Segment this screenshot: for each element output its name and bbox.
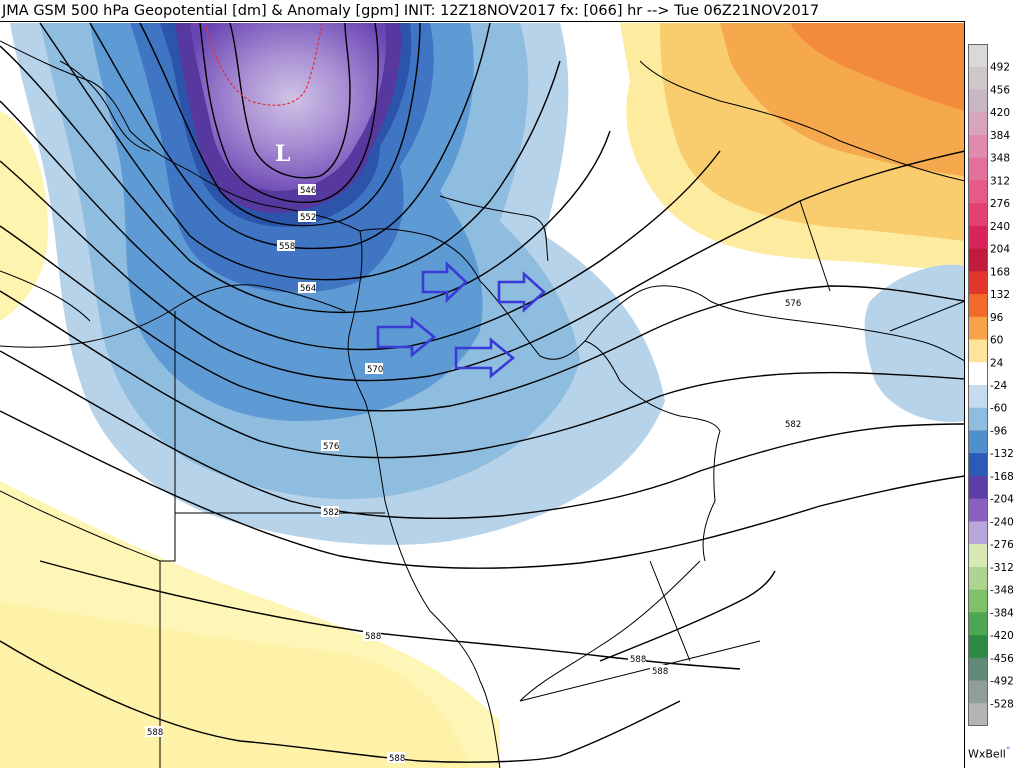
colorbar-swatch bbox=[968, 89, 988, 113]
colorbar-labels: 492 456 420 384 348 312 276 240 204 168 132 96 60 24 -… bbox=[990, 62, 1014, 711]
colorbar-tick-label: 168 bbox=[990, 266, 1010, 278]
colorbar-swatch bbox=[968, 385, 988, 409]
colorbar-tick-label: 132 bbox=[990, 289, 1010, 301]
wxbell-dot-icon: ° bbox=[1005, 746, 1011, 756]
colorbar-swatch bbox=[968, 134, 988, 159]
contour-label-576-east: 576 bbox=[785, 299, 801, 309]
colorbar-tick-label: -528 bbox=[990, 698, 1014, 710]
colorbar-tick-label: 456 bbox=[990, 84, 1010, 96]
colorbar-tick-label: 240 bbox=[990, 221, 1010, 233]
colorbar-tick-label: -456 bbox=[990, 653, 1014, 665]
flow-arrow-1 bbox=[421, 260, 468, 304]
colorbar-swatch bbox=[968, 544, 988, 568]
colorbar-swatch bbox=[968, 498, 988, 522]
negative-anomaly-shading bbox=[10, 23, 964, 545]
colorbar-tick-label: 384 bbox=[990, 130, 1010, 142]
flow-arrow-2 bbox=[497, 271, 546, 313]
colorbar-swatch bbox=[968, 294, 988, 318]
contour-label-552: 552 bbox=[300, 213, 316, 223]
contour-label-576: 576 bbox=[323, 442, 339, 452]
colorbar-swatch bbox=[968, 362, 988, 386]
colorbar-tick-label: 492 bbox=[990, 62, 1010, 74]
colorbar-swatch bbox=[968, 271, 988, 295]
colorbar-tick-label: 60 bbox=[990, 335, 1003, 347]
map-title: JMA GSM 500 hPa Geopotential [dm] & Anom… bbox=[2, 3, 820, 19]
colorbar-tick-label: 204 bbox=[990, 244, 1010, 256]
colorbar-tick-label: 420 bbox=[990, 107, 1010, 119]
colorbar-swatch bbox=[968, 453, 988, 477]
colorbar-swatch bbox=[968, 316, 988, 341]
contour-label-588-c: 588 bbox=[652, 667, 668, 677]
colorbar-tick-label: -60 bbox=[990, 403, 1007, 415]
map-panel: 546 552 558 564 570 576 582 576 582 588 … bbox=[0, 21, 965, 768]
contour-label-588-a: 588 bbox=[365, 632, 381, 642]
colorbar-tick-label: -168 bbox=[990, 471, 1014, 483]
wxbell-logo-text: WxBell bbox=[968, 747, 1006, 761]
colorbar-swatch bbox=[968, 521, 988, 545]
colorbar-tick-label: 276 bbox=[990, 198, 1010, 210]
colorbar-swatch bbox=[968, 589, 988, 613]
contour-label-546: 546 bbox=[300, 186, 316, 196]
contour-label-570: 570 bbox=[367, 365, 383, 375]
flow-arrows bbox=[376, 260, 546, 379]
contour-label-588-d: 588 bbox=[147, 728, 163, 738]
colorbar-swatch bbox=[968, 180, 988, 204]
positive-anomaly-shading bbox=[0, 23, 964, 768]
contour-label-564: 564 bbox=[300, 284, 316, 294]
colorbar-swatch bbox=[968, 248, 988, 272]
colorbar-tick-label: 312 bbox=[990, 175, 1010, 187]
coastlines bbox=[0, 40, 964, 768]
colorbar-swatch bbox=[968, 112, 988, 136]
colorbar-tick-label: 24 bbox=[990, 357, 1004, 369]
colorbar-swatch bbox=[968, 407, 988, 431]
colorbar-swatch bbox=[968, 635, 988, 659]
contour-label-582: 582 bbox=[323, 508, 339, 518]
colorbar-tick-label: 348 bbox=[990, 153, 1010, 165]
low-pressure-marker: L bbox=[275, 141, 290, 167]
contour-labels: 546 552 558 564 570 576 582 576 582 588 … bbox=[145, 184, 801, 764]
colorbar-swatch bbox=[968, 612, 988, 636]
red-dashed-contour bbox=[204, 22, 323, 106]
contour-label-558: 558 bbox=[279, 242, 295, 252]
colorbar-border bbox=[968, 44, 988, 726]
colorbar-tick-label: -132 bbox=[990, 448, 1014, 460]
anomaly-colorbar: 492 456 420 384 348 312 276 240 204 168 132 96 60 24 -… bbox=[968, 44, 1014, 726]
colorbar-swatch bbox=[968, 657, 988, 682]
colorbar-tick-label: -420 bbox=[990, 630, 1014, 642]
colorbar-tick-label: -276 bbox=[990, 539, 1014, 551]
colorbar-tick-label: -492 bbox=[990, 676, 1014, 688]
colorbar-tick-label: -204 bbox=[990, 494, 1014, 506]
colorbar-swatch bbox=[968, 703, 988, 726]
colorbar-swatch bbox=[968, 339, 988, 363]
colorbar-tick-label: -312 bbox=[990, 562, 1014, 574]
weather-map: 546 552 558 564 570 576 582 576 582 588 … bbox=[0, 22, 964, 768]
contour-label-588-b: 588 bbox=[630, 655, 646, 665]
flow-arrow-4 bbox=[454, 337, 516, 379]
contour-label-588-e: 588 bbox=[389, 754, 405, 764]
colorbar-swatch bbox=[968, 430, 988, 454]
colorbar-swatches bbox=[968, 44, 988, 726]
flow-arrow-3 bbox=[376, 316, 437, 358]
wxbell-credit: WxBell° bbox=[968, 746, 1010, 761]
colorbar-tick-label: -96 bbox=[990, 425, 1007, 437]
colorbar-swatch bbox=[968, 157, 988, 181]
colorbar-swatch bbox=[968, 680, 988, 704]
colorbar-swatch bbox=[968, 225, 988, 250]
colorbar-swatch bbox=[968, 66, 988, 90]
colorbar-tick-label: -24 bbox=[990, 380, 1007, 392]
colorbar-tick-label: -348 bbox=[990, 585, 1014, 597]
colorbar-swatch bbox=[968, 203, 988, 227]
colorbar-swatch bbox=[968, 44, 988, 68]
colorbar-swatch bbox=[968, 475, 988, 500]
contour-label-582-east: 582 bbox=[785, 420, 801, 430]
colorbar-tick-label: -384 bbox=[990, 607, 1014, 619]
colorbar-tick-label: -240 bbox=[990, 516, 1014, 528]
colorbar-tick-label: 96 bbox=[990, 312, 1004, 324]
colorbar-swatch bbox=[968, 566, 988, 591]
